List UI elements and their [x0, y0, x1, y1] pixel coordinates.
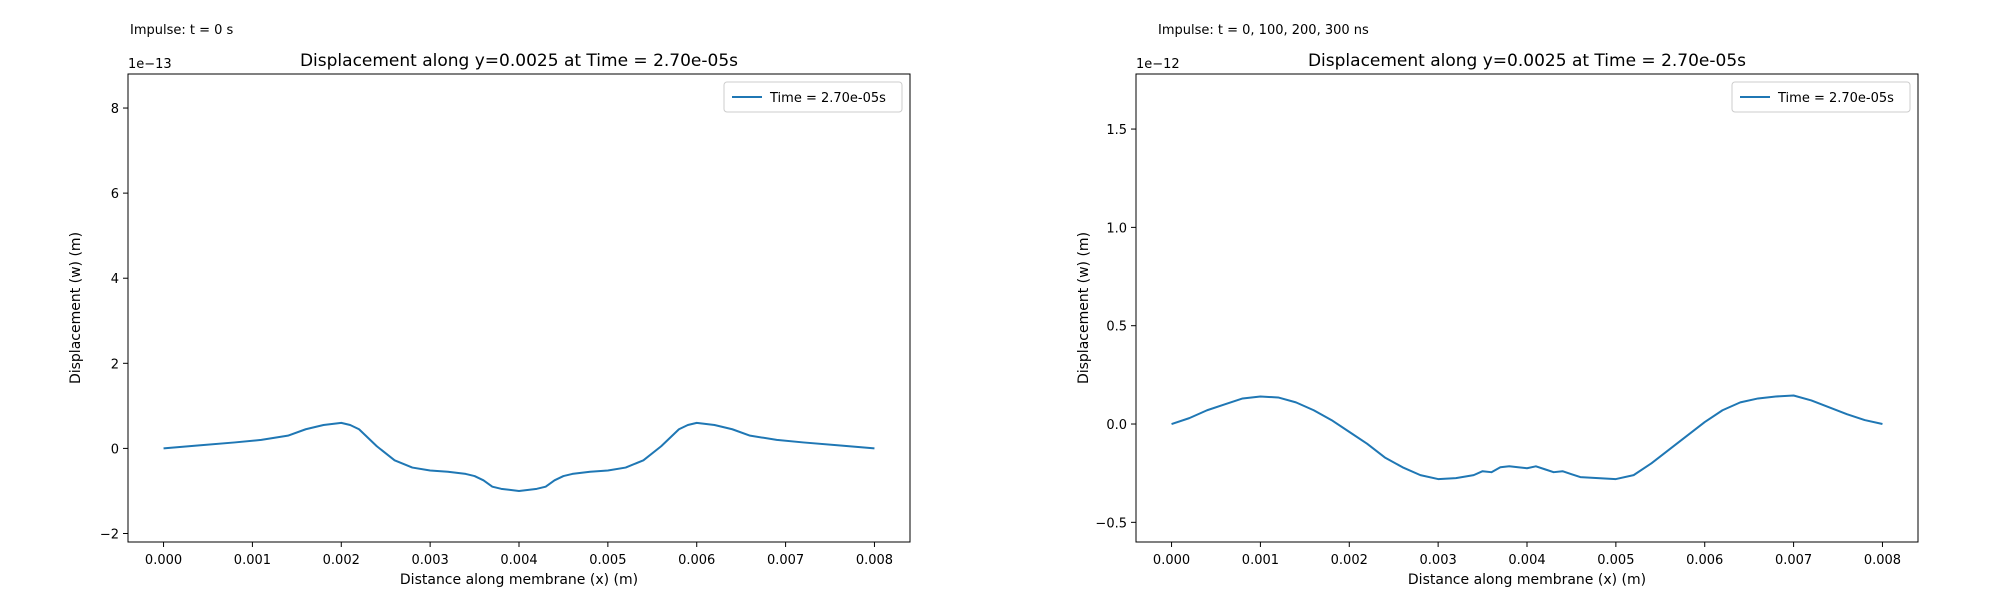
chart-title: Displacement along y=0.0025 at Time = 2.…	[1308, 51, 1746, 71]
legend-box	[1731, 81, 1911, 113]
x-tick-label: 0.006	[678, 553, 715, 568]
x-tick-label: 0.006	[1686, 553, 1723, 568]
y-tick-label: 2	[111, 357, 119, 372]
y-tick-label: 0.5	[1106, 320, 1127, 335]
y-tick-label: 1.0	[1106, 221, 1127, 236]
y-tick-label: 4	[111, 272, 119, 287]
chart-2: Impulse: t = 0, 100, 200, 300 ns Displace…	[1076, 23, 1919, 588]
impulse-annotation: Impulse: t = 0, 100, 200, 300 ns	[1158, 23, 1369, 38]
x-axis-label: Distance along membrane (x) (m)	[400, 572, 638, 588]
x-tick-label: 0.003	[412, 553, 449, 568]
x-tick-label: 0.001	[234, 553, 271, 568]
y-axis-label: Displacement (w) (m)	[68, 232, 84, 384]
x-tick-label: 0.004	[1508, 553, 1545, 568]
y-tick-label: 6	[111, 187, 119, 202]
x-axis-label: Distance along membrane (x) (m)	[1408, 572, 1646, 588]
x-tick-label: 0.000	[145, 553, 182, 568]
chart-1: Impulse: t = 0 s Displacement along y=0.0…	[68, 23, 911, 588]
y-tick-label: 0.0	[1106, 418, 1127, 433]
y-tick-label: 1.5	[1106, 123, 1127, 138]
y-tick-label: −2	[100, 527, 119, 542]
chart-title: Displacement along y=0.0025 at Time = 2.…	[300, 51, 738, 71]
legend: Time = 2.70e-05s	[723, 81, 903, 113]
y-tick-label: 8	[111, 102, 119, 117]
plot-frame	[127, 73, 911, 543]
offset-text: 1e−13	[128, 57, 172, 72]
y-tick-label: −0.5	[1095, 516, 1127, 531]
series-line	[163, 421, 875, 492]
x-tick-label: 0.000	[1153, 553, 1190, 568]
x-tick-label: 0.005	[1597, 553, 1634, 568]
legend-box	[723, 81, 903, 113]
impulse-annotation: Impulse: t = 0 s	[130, 23, 234, 38]
x-tick-label: 0.008	[856, 553, 893, 568]
x-tick-label: 0.004	[500, 553, 537, 568]
x-tick-label: 0.005	[589, 553, 626, 568]
plot-frame	[1135, 73, 1919, 543]
y-axis-label: Displacement (w) (m)	[1076, 232, 1092, 384]
legend: Time = 2.70e-05s	[1731, 81, 1911, 113]
y-tick-label: 0	[111, 442, 119, 457]
legend-label: Time = 2.70e-05s	[769, 91, 886, 106]
x-tick-label: 0.001	[1242, 553, 1279, 568]
x-tick-label: 0.003	[1420, 553, 1457, 568]
offset-text: 1e−12	[1136, 57, 1180, 72]
x-tick-label: 0.007	[1775, 553, 1812, 568]
x-tick-label: 0.002	[323, 553, 360, 568]
series-line	[1171, 394, 1883, 481]
x-tick-label: 0.002	[1331, 553, 1368, 568]
legend-label: Time = 2.70e-05s	[1777, 91, 1894, 106]
x-tick-label: 0.008	[1864, 553, 1901, 568]
x-tick-label: 0.007	[767, 553, 804, 568]
